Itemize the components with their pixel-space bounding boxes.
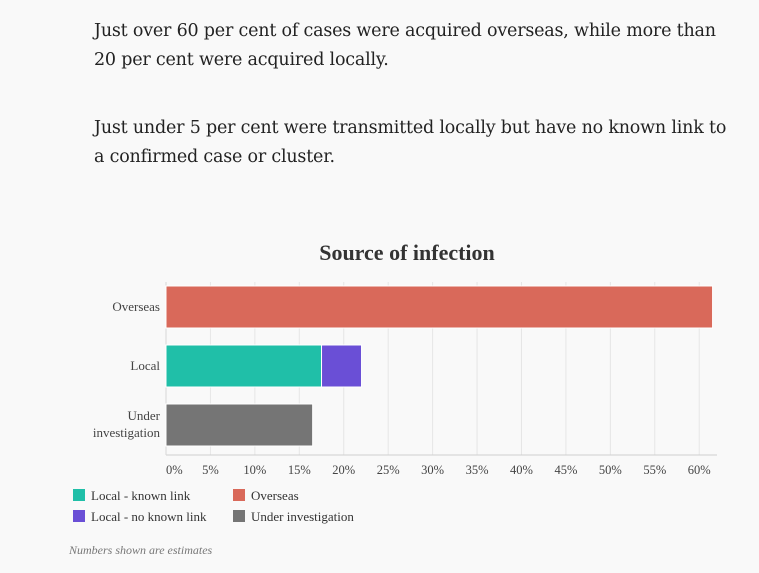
article-paragraph: Just under 5 per cent were transmitted l… <box>94 118 727 167</box>
x-tick-label: 5% <box>202 463 219 477</box>
x-tick-label: 45% <box>554 463 577 477</box>
x-tick-label: 30% <box>421 463 444 477</box>
legend-item-under-investigation: Under investigation <box>233 510 354 524</box>
article-paragraph: Just over 60 per cent of cases were acqu… <box>94 21 716 70</box>
legend-label: Under investigation <box>251 509 354 524</box>
legend-item-overseas: Overseas <box>233 489 299 503</box>
bar-segment <box>165 285 714 329</box>
bar-segment <box>165 403 314 447</box>
legend-item-local-known-link: Local - known link <box>73 489 190 503</box>
legend-item-local-no-known-link: Local - no known link <box>73 510 207 524</box>
x-tick-label: 0% <box>166 463 183 477</box>
x-tick-label: 40% <box>510 463 533 477</box>
y-category-label: investigation <box>93 425 161 440</box>
x-tick-label: 15% <box>288 463 311 477</box>
x-tick-label: 25% <box>377 463 400 477</box>
legend-label: Local - no known link <box>91 509 207 524</box>
y-category-label: Overseas <box>112 299 160 314</box>
legend-swatch <box>233 510 245 522</box>
x-tick-label: 10% <box>243 463 266 477</box>
legend-label: Local - known link <box>91 488 191 503</box>
legend-swatch <box>73 510 85 522</box>
legend-swatch <box>73 489 85 501</box>
chart-title: Source of infection <box>319 240 495 265</box>
x-tick-label: 55% <box>643 463 666 477</box>
x-tick-label: 60% <box>688 463 711 477</box>
x-tick-label: 20% <box>332 463 355 477</box>
bar-segment <box>321 344 363 388</box>
x-tick-label: 35% <box>466 463 489 477</box>
x-tick-label: 50% <box>599 463 622 477</box>
y-category-label: Under <box>128 408 161 423</box>
legend-label: Overseas <box>251 488 299 503</box>
legend-swatch <box>233 489 245 501</box>
y-category-label: Local <box>130 358 160 373</box>
chart-footnote: Numbers shown are estimates <box>69 543 213 557</box>
bar-segment <box>165 344 323 388</box>
